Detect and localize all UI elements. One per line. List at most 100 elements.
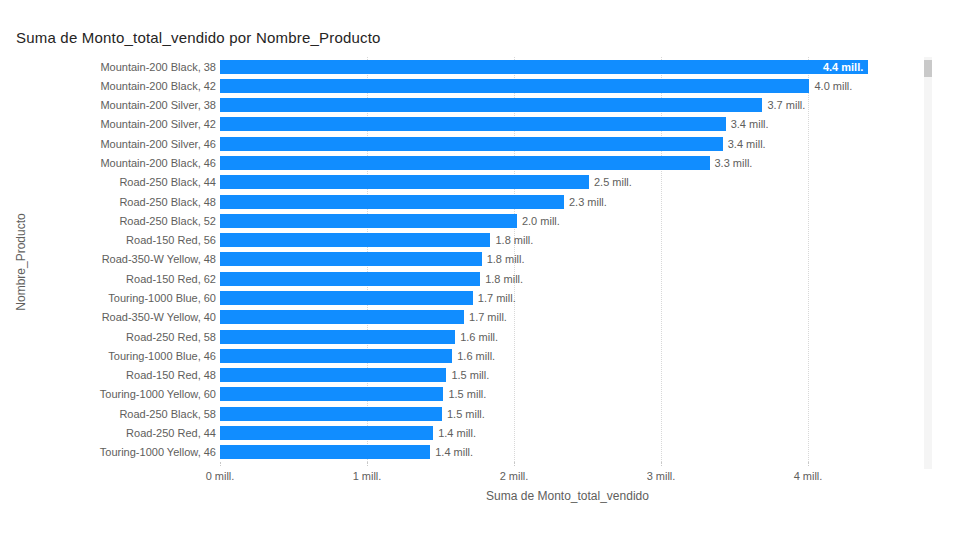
x-axis-title: Suma de Monto_total_vendido <box>220 489 915 503</box>
x-tick-label: 0 mill. <box>190 470 250 482</box>
value-label: 1.7 mill. <box>478 292 516 304</box>
category-label: Touring-1000 Blue, 46 <box>30 350 220 362</box>
scrollbar-thumb[interactable] <box>924 60 932 77</box>
value-label: 1.4 mill. <box>435 446 473 458</box>
bar-row: Mountain-200 Silver, 38 3.7 mill. <box>30 96 916 115</box>
category-label: Road-250 Black, 44 <box>30 176 220 188</box>
bar[interactable] <box>220 252 482 266</box>
bar[interactable] <box>220 349 452 363</box>
bar-area: 3.3 mill. <box>220 156 916 170</box>
category-label: Road-350-W Yellow, 40 <box>30 311 220 323</box>
bar-row: Touring-1000 Yellow, 601.5 mill. <box>30 385 916 404</box>
bar[interactable] <box>220 310 464 324</box>
value-label: 4.4 mill. <box>823 61 863 73</box>
bar[interactable] <box>220 387 443 401</box>
x-tick-label: 1 mill. <box>337 470 397 482</box>
bar-row: Road-250 Red, 58 1.6 mill. <box>30 327 916 346</box>
x-axis: 0 mill.1 mill.2 mill.3 mill.4 mill. <box>220 470 915 484</box>
value-label: 1.4 mill. <box>438 427 476 439</box>
category-label: Mountain-200 Black, 42 <box>30 80 220 92</box>
bar-row: Road-350-W Yellow, 481.8 mill. <box>30 250 916 269</box>
bar-area: 1.8 mill. <box>220 272 916 286</box>
bar-row: Road-150 Red, 62 1.8 mill. <box>30 269 916 288</box>
axis-tickmark <box>661 462 662 466</box>
bar-row: Road-150 Red, 481.5 mill. <box>30 366 916 385</box>
bar-area: 3.7 mill. <box>220 98 916 112</box>
value-label: 1.8 mill. <box>485 273 523 285</box>
value-label: 1.5 mill. <box>447 408 485 420</box>
value-label: 3.4 mill. <box>731 118 769 130</box>
x-tick-label: 4 mill. <box>778 470 838 482</box>
bar-row: Road-150 Red, 56 1.8 mill. <box>30 231 916 250</box>
category-label: Road-150 Red, 62 <box>30 273 220 285</box>
bar[interactable] <box>220 233 490 247</box>
value-label: 1.7 mill. <box>469 311 507 323</box>
bar[interactable] <box>220 291 473 305</box>
bar[interactable]: 4.4 mill. <box>220 60 868 74</box>
chart-title: Suma de Monto_total_vendido por Nombre_P… <box>16 29 381 46</box>
category-label: Mountain-200 Silver, 42 <box>30 118 220 130</box>
category-label: Road-250 Red, 58 <box>30 331 220 343</box>
bar-area: 1.4 mill. <box>220 445 916 459</box>
category-label: Road-150 Red, 56 <box>30 234 220 246</box>
bar[interactable] <box>220 272 480 286</box>
bar[interactable] <box>220 407 442 421</box>
bar-row: Mountain-200 Black, 463.3 mill. <box>30 153 916 172</box>
bar-area: 3.4 mill. <box>220 137 916 151</box>
bar-area: 1.5 mill. <box>220 387 916 401</box>
bar[interactable] <box>220 175 589 189</box>
bar[interactable] <box>220 156 710 170</box>
bar-area: 2.3 mill. <box>220 195 916 209</box>
bar[interactable] <box>220 98 762 112</box>
value-label: 2.0 mill. <box>522 215 560 227</box>
value-label: 1.6 mill. <box>460 331 498 343</box>
category-label: Touring-1000 Yellow, 60 <box>30 388 220 400</box>
bar-area: 3.4 mill. <box>220 117 916 131</box>
bar[interactable] <box>220 368 446 382</box>
bar-row: Road-250 Black, 44 2.5 mill. <box>30 173 916 192</box>
value-label: 3.7 mill. <box>767 99 805 111</box>
value-label: 1.8 mill. <box>487 253 525 265</box>
value-label: 3.4 mill. <box>728 138 766 150</box>
category-label: Touring-1000 Yellow, 46 <box>30 446 220 458</box>
category-label: Mountain-200 Black, 46 <box>30 157 220 169</box>
category-label: Road-150 Red, 48 <box>30 369 220 381</box>
value-label: 1.6 mill. <box>457 350 495 362</box>
scrollbar-track[interactable] <box>924 57 932 469</box>
bar[interactable] <box>220 426 433 440</box>
value-label: 4.0 mill. <box>814 80 852 92</box>
value-label: 2.3 mill. <box>569 196 607 208</box>
bar-area: 1.4 mill. <box>220 426 916 440</box>
bar[interactable] <box>220 445 430 459</box>
bar-area: 2.5 mill. <box>220 175 916 189</box>
x-tick-label: 2 mill. <box>484 470 544 482</box>
bar[interactable] <box>220 79 809 93</box>
axis-tickmark <box>514 462 515 466</box>
y-axis-title: Nombre_Producto <box>14 213 28 310</box>
bar-area: 2.0 mill. <box>220 214 916 228</box>
bar-row: Road-250 Red, 441.4 mill. <box>30 423 916 442</box>
bar[interactable] <box>220 214 517 228</box>
category-label: Road-250 Black, 58 <box>30 408 220 420</box>
bar-area: 4.4 mill. <box>220 60 916 74</box>
value-label: 1.8 mill. <box>495 234 533 246</box>
bar-row: Touring-1000 Blue, 60 1.7 mill. <box>30 288 916 307</box>
bar-row: Mountain-200 Silver, 46 3.4 mill. <box>30 134 916 153</box>
category-label: Mountain-200 Silver, 38 <box>30 99 220 111</box>
category-label: Road-250 Black, 48 <box>30 196 220 208</box>
bar-row: Mountain-200 Black, 384.4 mill. <box>30 57 916 76</box>
category-label: Touring-1000 Blue, 60 <box>30 292 220 304</box>
category-label: Road-250 Black, 52 <box>30 215 220 227</box>
axis-tickmark <box>367 462 368 466</box>
bar-area: 1.6 mill. <box>220 349 916 363</box>
bar-area: 1.8 mill. <box>220 233 916 247</box>
bar[interactable] <box>220 195 564 209</box>
bar[interactable] <box>220 137 723 151</box>
category-label: Mountain-200 Silver, 46 <box>30 138 220 150</box>
bar[interactable] <box>220 117 726 131</box>
value-label: 2.5 mill. <box>594 176 632 188</box>
bar-chart: Suma de Monto_total_vendido por Nombre_P… <box>0 0 962 556</box>
bar-area: 1.5 mill. <box>220 368 916 382</box>
bar[interactable] <box>220 330 455 344</box>
bar-area: 1.5 mill. <box>220 407 916 421</box>
